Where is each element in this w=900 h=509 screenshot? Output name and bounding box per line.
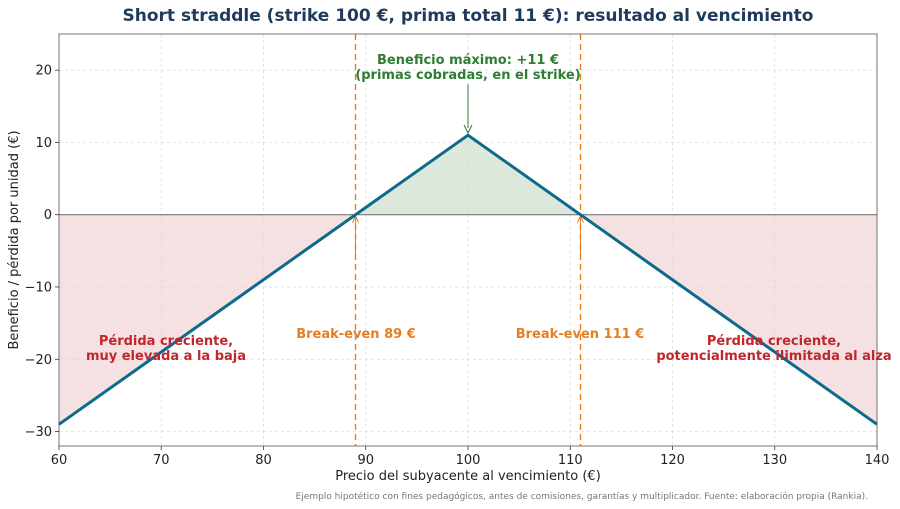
max-profit-label-line2: (primas cobradas, en el strike) <box>355 68 580 83</box>
x-tick-label: 60 <box>51 453 68 468</box>
max-profit-arrowhead <box>463 124 473 135</box>
y-axis-label: Beneficio / pérdida por unidad (€) <box>7 130 22 349</box>
x-tick-label: 70 <box>153 453 170 468</box>
annotations: Beneficio máximo: +11 € (primas cobradas… <box>86 53 892 364</box>
y-ticks: −30 −20 −10 0 10 20 <box>25 64 59 440</box>
x-tick-label: 80 <box>255 453 272 468</box>
y-tick-label: 0 <box>44 208 52 223</box>
x-tick-label: 120 <box>660 453 685 468</box>
payoff-line <box>58 133 878 426</box>
x-tick-label: 130 <box>762 453 787 468</box>
y-tick-label: −20 <box>25 353 52 368</box>
y-tick-label: −30 <box>25 425 52 440</box>
x-tick-label: 110 <box>558 453 583 468</box>
chart-title: Short straddle (strike 100 €, prima tota… <box>123 6 814 26</box>
loss-low-label-line2: muy elevada a la baja <box>86 349 246 364</box>
y-tick-label: −10 <box>25 280 52 295</box>
x-tick-label: 90 <box>357 453 374 468</box>
series <box>58 133 878 426</box>
max-profit-label-line1: Beneficio máximo: +11 € <box>377 53 559 68</box>
x-ticks: 60 70 80 90 100 110 120 130 140 <box>51 446 890 468</box>
loss-high-label-line1: Pérdida creciente, <box>707 334 841 349</box>
breakeven-high-label: Break-even 111 € <box>516 327 645 342</box>
y-tick-label: 20 <box>35 64 52 79</box>
y-tick-label: 10 <box>35 136 52 151</box>
loss-high-label-line2: potencialmente ilimitada al alza <box>656 349 891 364</box>
x-tick-label: 140 <box>865 453 890 468</box>
footnote: Ejemplo hipotético con fines pedagógicos… <box>296 491 868 502</box>
x-tick-label: 100 <box>456 453 481 468</box>
loss-low-label-line1: Pérdida creciente, <box>99 334 233 349</box>
x-axis-label: Precio del subyacente al vencimiento (€) <box>335 469 601 484</box>
breakeven-low-label: Break-even 89 € <box>296 327 416 342</box>
